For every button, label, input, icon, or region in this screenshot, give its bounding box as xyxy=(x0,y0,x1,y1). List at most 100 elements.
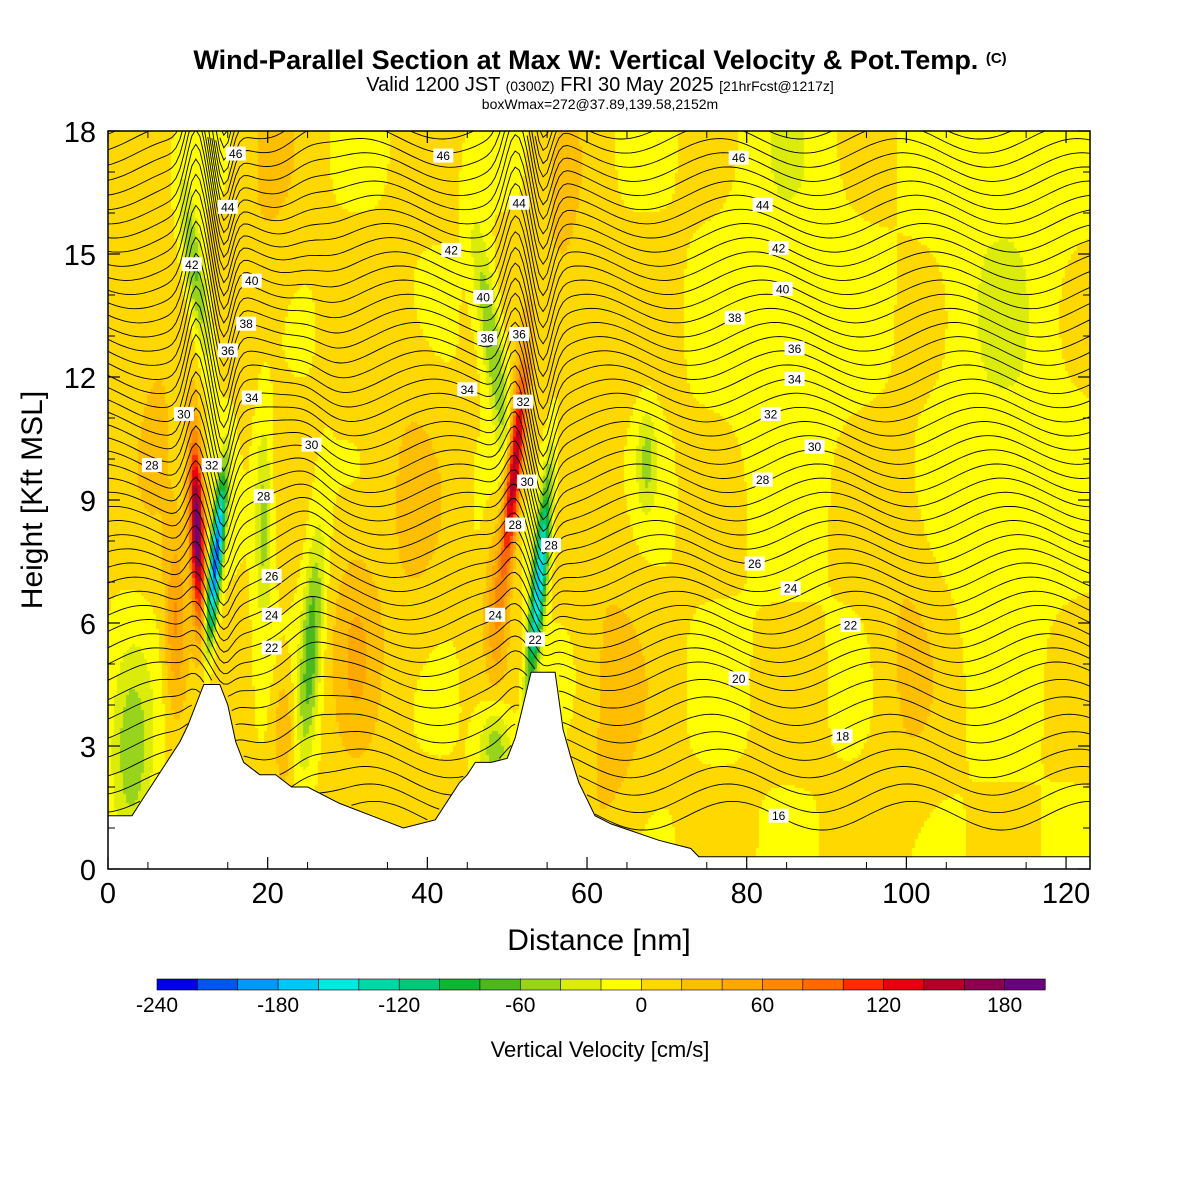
isentrope-line xyxy=(108,454,1090,544)
isentrope-label: 22 xyxy=(261,640,282,655)
isentrope-line xyxy=(108,650,1090,697)
isentrope-label: 34 xyxy=(241,390,262,405)
isentrope-label-text: 28 xyxy=(508,518,522,532)
isentrope-label-bg xyxy=(752,197,773,212)
isentrope-label-bg xyxy=(457,382,478,397)
colorbar-tick-label: -180 xyxy=(257,994,299,1017)
isentrope-label-text: 28 xyxy=(756,473,770,487)
isentrope-line xyxy=(108,268,1090,394)
isentrope-line xyxy=(108,188,1090,313)
isentrope-label: 22 xyxy=(525,632,546,647)
valid-date: FRI 30 May 2025 xyxy=(560,74,714,96)
isentrope-line xyxy=(108,571,1090,642)
colorbar-swatch xyxy=(762,978,804,991)
isentrope-label-bg xyxy=(517,474,538,489)
y-tick-label: 9 xyxy=(80,486,96,518)
y-tick-label: 3 xyxy=(80,732,96,764)
colorbar-swatch xyxy=(358,978,400,991)
isentrope-label: 40 xyxy=(473,290,494,305)
isentrope-label: 34 xyxy=(457,382,478,397)
colorbar-tick-label: -240 xyxy=(136,994,178,1017)
isentrope-label: 38 xyxy=(724,310,745,325)
colorbar-swatch xyxy=(842,978,885,991)
isentrope-label-bg xyxy=(509,326,530,341)
forecast-info: [21hrFcst@1217z] xyxy=(719,78,834,94)
isentrope-line xyxy=(108,143,1090,271)
isentrope-line xyxy=(221,131,228,137)
isentrope-label-text: 40 xyxy=(776,282,790,296)
isentrope-label-text: 32 xyxy=(205,459,219,473)
isentrope-line xyxy=(108,668,1090,712)
isentrope-line xyxy=(108,158,1090,284)
x-tick-label: 40 xyxy=(411,878,443,910)
terrain xyxy=(107,671,1091,870)
colorbar-swatch xyxy=(318,978,360,991)
isentrope-label-bg xyxy=(261,640,282,655)
isentrope-label-bg xyxy=(728,150,749,165)
isentrope-label-text: 42 xyxy=(185,258,199,272)
isentrope-label-bg xyxy=(301,437,322,452)
isentrope-line xyxy=(108,783,1090,814)
isentrope-line xyxy=(108,301,1090,426)
isentrope-label-bg xyxy=(513,394,534,409)
isentrope-line xyxy=(108,131,1090,222)
isentrope-label-bg xyxy=(173,406,194,421)
isentrope-label-bg xyxy=(724,310,745,325)
isentrope-line xyxy=(108,131,1090,258)
isentrope-line xyxy=(108,173,1090,297)
isentrope-label-text: 44 xyxy=(512,196,526,210)
isentrope-label: 32 xyxy=(201,458,222,473)
colorbar-tick-label: 180 xyxy=(987,994,1022,1017)
isentrope-label: 40 xyxy=(772,281,793,296)
isentrope-label-bg xyxy=(744,556,765,571)
isentrope-label-text: 38 xyxy=(239,317,253,331)
colorbar-swatch xyxy=(923,978,965,991)
isentrope-label: 32 xyxy=(760,406,781,421)
isentrope-label-text: 44 xyxy=(756,198,770,212)
isentrope-label: 44 xyxy=(509,195,530,210)
isentrope-label-bg xyxy=(784,341,805,356)
isentrope-label-text: 24 xyxy=(784,582,798,596)
isentrope-label-text: 30 xyxy=(520,475,534,489)
isentrope-label-bg xyxy=(760,406,781,421)
isentrope-label-text: 28 xyxy=(544,539,558,553)
isentrope-label-text: 34 xyxy=(788,373,802,387)
colorbar-swatch xyxy=(277,978,320,991)
isentrope-label-text: 28 xyxy=(257,489,271,503)
isentrope-line xyxy=(108,425,1090,521)
y-tick-label: 6 xyxy=(80,609,96,641)
isentrope-label-bg xyxy=(473,290,494,305)
isentrope-label-text: 36 xyxy=(221,344,235,358)
colorbar-swatch xyxy=(681,978,723,991)
isentrope-label-bg xyxy=(441,242,462,257)
x-tick-label: 60 xyxy=(571,878,603,910)
isentrope-label: 32 xyxy=(513,394,534,409)
chart-title-text: Wind-Parallel Section at Max W: Vertical… xyxy=(193,45,979,75)
isentrope-label-bg xyxy=(525,632,546,647)
isentrope-label-text: 40 xyxy=(477,291,491,305)
isentrope-label: 34 xyxy=(784,372,805,387)
colorbar-swatch xyxy=(398,978,441,991)
valid-prefix: Valid 1200 JST xyxy=(366,74,501,96)
colorbar-swatch xyxy=(197,978,239,991)
isentrope-label-bg xyxy=(217,343,238,358)
colorbar-swatch xyxy=(519,978,562,991)
isentrope-label-text: 24 xyxy=(265,608,279,622)
isentrope-label-text: 36 xyxy=(512,327,526,341)
isentrope-label: 44 xyxy=(752,197,773,212)
isentrope-label: 46 xyxy=(433,148,454,163)
isentrope-label-text: 22 xyxy=(528,633,542,647)
isentrope-label-text: 38 xyxy=(728,311,742,325)
isentrope-label-bg xyxy=(433,148,454,163)
x-tick-label: 80 xyxy=(731,878,763,910)
valid-time: Valid 1200 JST (0300Z) FRI 30 May 2025 [… xyxy=(0,75,1200,96)
isentrope-label-bg xyxy=(477,331,498,346)
isentrope-label: 46 xyxy=(728,150,749,165)
isentrope-label-text: 42 xyxy=(772,241,786,255)
isentrope-label-text: 34 xyxy=(245,391,259,405)
isentrope-label-bg xyxy=(505,517,526,532)
isentrope-line xyxy=(219,131,232,149)
isentrope-label-text: 30 xyxy=(808,440,822,454)
isentrope-lines xyxy=(108,131,1090,831)
colorbar-swatch xyxy=(600,978,642,991)
